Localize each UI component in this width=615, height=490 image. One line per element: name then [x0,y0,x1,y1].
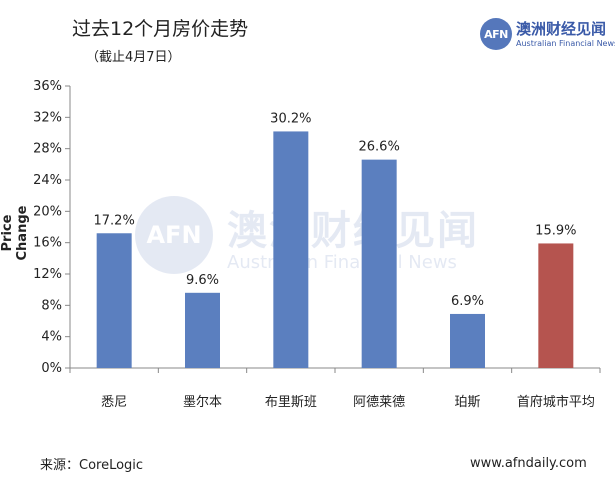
data-label: 9.6% [186,273,219,288]
bar [450,313,485,368]
y-tick-label: 28% [33,142,62,157]
y-tick-label: 32% [33,110,62,125]
chart-title: 过去12个月房价走势 [72,18,249,40]
bar [538,243,574,368]
logo-mark: AFN [480,18,512,50]
x-tick-label: 墨尔本 [183,395,222,410]
bar [96,233,132,368]
bar [273,131,309,368]
y-tick-label: 12% [33,267,62,282]
source-note: 来源：CoreLogic [40,458,144,473]
x-tick-label: 阿德莱德 [353,395,405,410]
brand-logo: AFN 澳洲财经见闻 Australian Financial News [480,18,615,52]
y-tick-label: 24% [33,173,62,188]
x-tick-label: 悉尼 [101,395,127,410]
y-tick-label: 8% [41,298,62,313]
y-tick-label: 20% [33,204,62,219]
data-label: 6.9% [451,294,484,309]
x-tick-label: 首府城市平均 [517,394,595,410]
y-tick-label: 4% [41,330,62,345]
logo-name-en: Australian Financial News [516,39,615,48]
chart-subtitle: （截止4月7日） [86,50,181,65]
x-tick-label: 珀斯 [454,395,480,410]
website-url[interactable]: www.afndaily.com [470,456,587,471]
data-label: 17.2% [94,213,135,228]
data-label: 30.2% [270,111,311,126]
y-tick-label: 36% [33,79,62,94]
data-label: 26.6% [359,140,400,155]
y-tick-label: 16% [33,236,62,251]
bar [185,292,220,368]
data-label: 15.9% [535,223,576,238]
x-tick-label: 布里斯班 [265,395,317,410]
logo-name-cn: 澳洲财经见闻 [516,20,607,38]
bar [361,159,397,368]
y-tick-label: 0% [41,361,62,376]
